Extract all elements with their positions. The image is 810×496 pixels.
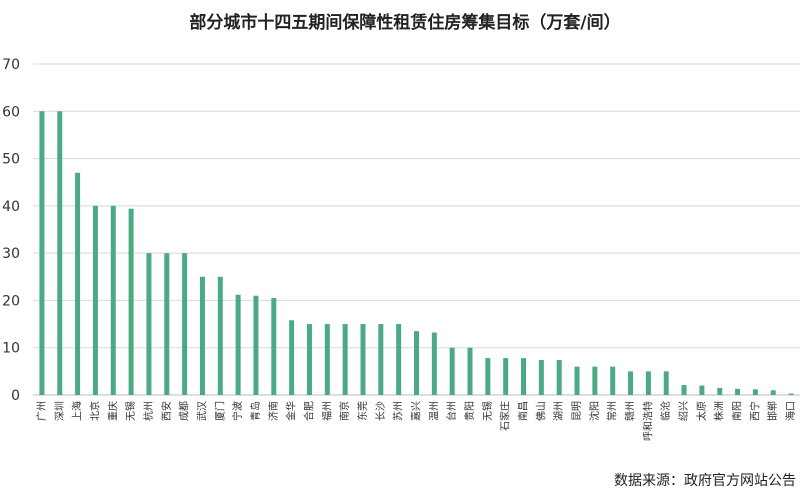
x-tick-label: 湖州 bbox=[553, 401, 565, 421]
y-tick-label: 10 bbox=[2, 341, 20, 357]
bar bbox=[485, 358, 491, 395]
bar bbox=[574, 366, 580, 395]
x-tick-label: 台州 bbox=[445, 401, 458, 421]
bar bbox=[414, 331, 419, 395]
y-tick-label: 20 bbox=[2, 293, 20, 309]
y-tick-label: 50 bbox=[2, 152, 20, 168]
x-tick-label: 长沙 bbox=[375, 401, 387, 421]
x-tick-label: 济南 bbox=[267, 401, 280, 421]
bar bbox=[146, 253, 152, 395]
x-tick-label: 无锡 bbox=[124, 401, 137, 421]
x-tick-label: 佛山 bbox=[534, 401, 547, 421]
x-tick-label: 宁波 bbox=[231, 401, 244, 421]
x-tick-label: 西宁 bbox=[748, 401, 761, 421]
bar bbox=[735, 388, 741, 395]
x-tick-label: 绍兴 bbox=[677, 401, 690, 421]
bar bbox=[538, 360, 544, 395]
bar bbox=[289, 320, 295, 395]
bars bbox=[39, 111, 794, 396]
bar bbox=[556, 360, 562, 395]
x-tick-label: 合肥 bbox=[302, 401, 315, 421]
x-tick-label: 贵阳 bbox=[463, 401, 476, 421]
x-tick-label: 常州 bbox=[606, 401, 619, 421]
x-tick-label: 南昌 bbox=[517, 401, 530, 421]
x-tick-label: 杭州 bbox=[142, 401, 155, 421]
x-tick-label: 赣州 bbox=[624, 401, 637, 421]
bar bbox=[360, 324, 366, 395]
bar bbox=[788, 393, 794, 395]
bar bbox=[57, 111, 63, 396]
bar bbox=[271, 298, 277, 395]
bar bbox=[306, 324, 312, 395]
bar bbox=[235, 294, 241, 395]
x-tick-label: 深圳 bbox=[54, 401, 66, 421]
bar bbox=[610, 366, 616, 395]
bar bbox=[378, 324, 384, 395]
x-tick-label: 广州 bbox=[36, 401, 48, 421]
x-tick-label: 株洲 bbox=[713, 401, 726, 421]
x-tick-label: 苏州 bbox=[392, 401, 405, 421]
y-tick-label: 60 bbox=[2, 104, 20, 120]
x-tick-label: 武汉 bbox=[195, 401, 208, 421]
x-tick-label: 南阳 bbox=[731, 401, 744, 421]
x-tick-label: 太原 bbox=[695, 401, 708, 421]
bar bbox=[217, 276, 223, 395]
x-tick-label: 成都 bbox=[179, 401, 191, 421]
x-tick-label: 邯郸 bbox=[766, 401, 779, 421]
x-tick-label: 临沧 bbox=[659, 401, 672, 421]
x-tick-label: 沈阳 bbox=[588, 401, 601, 421]
y-tick-label: 0 bbox=[11, 388, 20, 404]
x-tick-label: 石家庄 bbox=[499, 401, 512, 431]
bar bbox=[199, 276, 205, 395]
x-tick-label: 西安 bbox=[160, 401, 173, 421]
x-tick-label: 温州 bbox=[428, 401, 440, 421]
bar bbox=[503, 358, 509, 395]
x-tick-label: 厦门 bbox=[213, 401, 226, 421]
x-tick-label: 东莞 bbox=[356, 401, 369, 421]
x-tick-label: 重庆 bbox=[106, 401, 119, 421]
bar bbox=[681, 385, 687, 395]
bar bbox=[663, 371, 669, 395]
x-tick-label: 青岛 bbox=[249, 401, 262, 421]
x-tick-label: 海口 bbox=[784, 401, 797, 421]
bar bbox=[396, 324, 402, 395]
x-tick-label: 无锡 bbox=[481, 401, 494, 421]
x-tick-label: 福州 bbox=[320, 401, 333, 421]
x-tick-labels: 广州 深圳 上海 北京 重庆 无锡 杭州 西安 成都 武汉 厦门 宁波 青岛 济南 金华 合肥 福州 南京 东莞 长沙… bbox=[36, 401, 797, 441]
chart-title: 部分城市十四五期间保障性租赁住房筹集目标（万套/间） bbox=[189, 13, 621, 33]
x-tick-label: 金华 bbox=[285, 401, 298, 421]
bar bbox=[699, 385, 705, 395]
bar bbox=[324, 324, 330, 395]
y-tick-label: 30 bbox=[2, 246, 20, 262]
bar bbox=[752, 389, 758, 395]
bar bbox=[110, 205, 116, 395]
x-tick-label: 南京 bbox=[338, 401, 351, 421]
source-note: 数据来源：政府官方网站公告 bbox=[614, 473, 796, 489]
y-tick-label: 70 bbox=[2, 57, 20, 73]
bar bbox=[645, 371, 651, 395]
bar bbox=[253, 295, 259, 395]
bar bbox=[770, 390, 776, 395]
bar bbox=[75, 172, 81, 395]
bar bbox=[182, 253, 188, 395]
x-tick-label: 呼和浩特 bbox=[642, 401, 654, 441]
bar bbox=[128, 208, 134, 395]
bar bbox=[342, 324, 348, 395]
bar bbox=[164, 253, 170, 395]
bar bbox=[39, 111, 45, 396]
bar bbox=[717, 387, 723, 395]
x-tick-label: 昆明 bbox=[571, 401, 583, 421]
bar bbox=[592, 366, 598, 395]
bar bbox=[628, 371, 634, 395]
bar bbox=[431, 332, 437, 395]
bar bbox=[92, 205, 98, 395]
x-tick-label: 北京 bbox=[88, 401, 101, 421]
x-tick-label: 上海 bbox=[71, 401, 84, 421]
bar bbox=[521, 358, 527, 395]
x-tick-label: 嘉兴 bbox=[410, 401, 423, 421]
y-tick-label: 40 bbox=[2, 199, 20, 215]
bar bbox=[449, 347, 455, 395]
bar bbox=[467, 347, 473, 395]
